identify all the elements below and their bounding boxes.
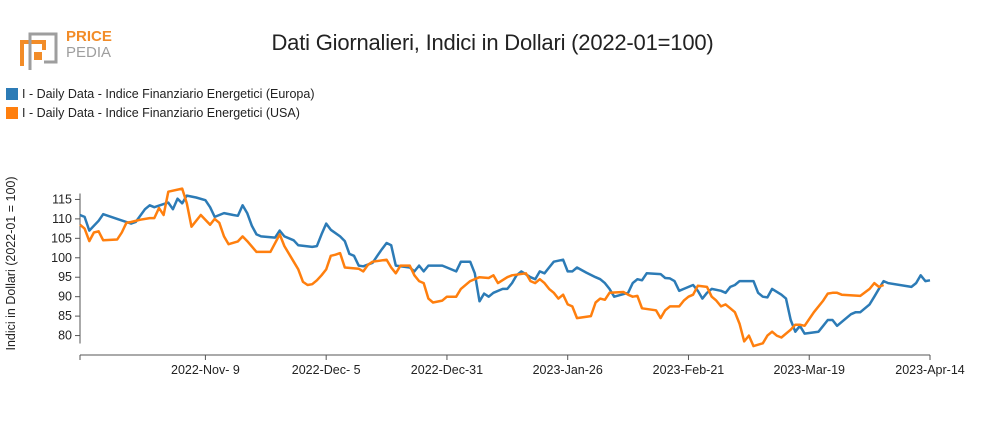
x-tick-label: 2023-Apr-14 bbox=[895, 363, 965, 377]
x-tick-label: 2022-Dec-31 bbox=[411, 363, 483, 377]
chart-legend: I - Daily Data - Indice Finanziario Ener… bbox=[6, 84, 314, 122]
y-tick-label: 90 bbox=[58, 290, 72, 304]
legend-item-usa[interactable]: I - Daily Data - Indice Finanziario Ener… bbox=[6, 103, 314, 122]
x-axis: 2022-Nov- 9 2022-Dec- 5 2022-Dec-31 2023-Ja… bbox=[79, 354, 965, 377]
logo-text-top: PRICE bbox=[66, 28, 112, 45]
legend-swatch-europa bbox=[6, 87, 18, 100]
y-axis-label: Indici in Dollari (2022-01 = 100) bbox=[4, 176, 18, 350]
chart-title: Dati Giornalieri, Indici in Dollari (202… bbox=[271, 30, 714, 55]
x-tick-label: 2022-Nov- 9 bbox=[171, 363, 240, 377]
y-axis: 80 85 90 95 100 105 110 115 bbox=[51, 192, 81, 344]
y-tick-label: 115 bbox=[52, 192, 72, 206]
logo-bracket-orange bbox=[20, 40, 46, 66]
series-line-europa[interactable] bbox=[79, 194, 931, 335]
x-tick-label: 2022-Dec- 5 bbox=[292, 363, 361, 377]
logo-text-bottom: PEDIA bbox=[66, 44, 111, 61]
y-tick-label: 95 bbox=[58, 270, 72, 284]
y-tick-label: 85 bbox=[58, 309, 72, 323]
series-layer bbox=[79, 187, 931, 348]
logo-mark: PRICE PEDIA bbox=[20, 28, 112, 70]
series-line-usa[interactable] bbox=[79, 187, 885, 348]
legend-swatch-usa bbox=[6, 106, 18, 119]
y-tick-label: 110 bbox=[52, 212, 72, 226]
x-tick-label: 2023-Feb-21 bbox=[653, 363, 725, 377]
legend-label-europa: I - Daily Data - Indice Finanziario Ener… bbox=[22, 86, 315, 101]
x-tick-label: 2023-Mar-19 bbox=[773, 363, 845, 377]
logo-square bbox=[34, 52, 42, 60]
x-tick-label: 2023-Jan-26 bbox=[533, 363, 603, 377]
legend-label-usa: I - Daily Data - Indice Finanziario Ener… bbox=[22, 105, 300, 120]
pricepedia-logo: PRICE PEDIA bbox=[18, 22, 128, 72]
y-tick-label: 100 bbox=[51, 251, 72, 265]
legend-item-europa[interactable]: I - Daily Data - Indice Finanziario Ener… bbox=[6, 84, 314, 103]
y-tick-label: 105 bbox=[51, 231, 72, 245]
y-tick-label: 80 bbox=[58, 329, 72, 343]
logo-bracket-grey bbox=[28, 32, 58, 70]
